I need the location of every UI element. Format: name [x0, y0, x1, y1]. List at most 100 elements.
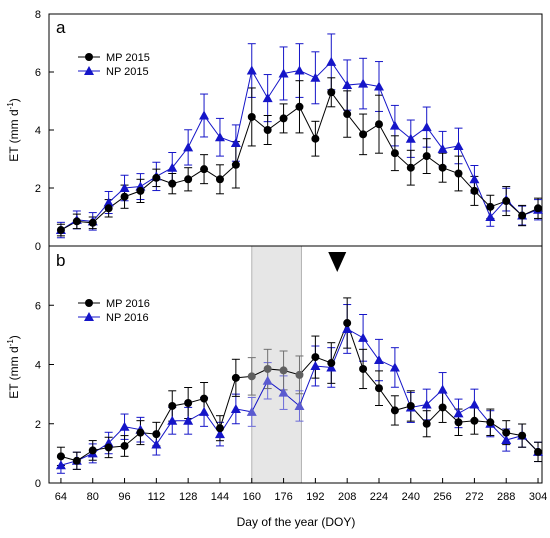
y-tick-label: 6: [35, 300, 41, 312]
data-point-mp-2016: [136, 428, 145, 437]
data-point-mp-2016: [454, 418, 463, 427]
data-point-np-2016: [437, 384, 448, 394]
data-point-mp-2015: [168, 179, 177, 188]
panel-b: b 0 2 4 6 64 80 96 112 128 144 160 176 192 208 224 240…: [6, 245, 547, 529]
data-point-mp-2016: [486, 418, 495, 427]
y-tick-label: 6: [35, 67, 41, 79]
data-point-mp-2015: [374, 120, 383, 129]
data-point-np-2016: [389, 362, 400, 372]
data-point-mp-2016: [279, 366, 288, 375]
data-point-mp-2015: [72, 217, 81, 226]
data-point-np-2016: [151, 439, 162, 449]
data-point-mp-2016: [56, 452, 65, 461]
data-point-np-2016: [55, 460, 66, 470]
data-point-mp-2016: [406, 401, 415, 410]
y-tick-label: 4: [35, 360, 41, 372]
panel-b-letter: b: [56, 251, 65, 270]
x-tick-label: 224: [370, 491, 388, 503]
x-axis-label: Day of the year (DOY): [237, 515, 356, 529]
data-point-np-2015: [214, 132, 225, 142]
data-point-mp-2016: [518, 431, 527, 440]
data-point-mp-2015: [279, 114, 288, 123]
x-tick-label: 64: [55, 491, 67, 503]
data-point-np-2015: [469, 174, 480, 184]
data-point-mp-2015: [263, 126, 272, 134]
data-point-mp-2016: [247, 372, 256, 381]
data-point-mp-2015: [470, 186, 479, 195]
data-point-mp-2015: [454, 169, 463, 178]
legend-label-mp-2016: MP 2016: [106, 298, 150, 310]
data-point-mp-2016: [168, 401, 177, 410]
data-point-mp-2015: [406, 163, 415, 172]
data-point-mp-2016: [231, 373, 240, 382]
x-tick-label: 256: [433, 491, 451, 503]
data-point-mp-2015: [311, 134, 320, 143]
data-point-np-2015: [310, 72, 321, 82]
data-point-np-2015: [453, 140, 464, 150]
data-point-mp-2016: [152, 430, 161, 439]
data-point-np-2016: [453, 408, 464, 418]
data-point-np-2016: [183, 415, 194, 425]
data-point-mp-2015: [104, 204, 113, 213]
x-tick-label: 80: [87, 491, 99, 503]
x-tick-label: 96: [118, 491, 130, 503]
x-tick-label: 112: [148, 491, 166, 503]
data-point-mp-2015: [215, 175, 224, 184]
data-point-mp-2016: [311, 353, 320, 362]
data-point-np-2015: [230, 138, 241, 148]
y-tick-label: 0: [35, 478, 41, 490]
data-point-mp-2016: [88, 446, 97, 455]
x-tick-label: 192: [306, 491, 324, 503]
data-point-np-2015: [326, 56, 337, 66]
data-point-mp-2016: [215, 424, 224, 433]
data-point-mp-2016: [359, 364, 368, 373]
data-point-np-2016: [310, 360, 321, 370]
data-point-mp-2016: [390, 406, 399, 415]
x-tick-label: 176: [274, 491, 292, 503]
data-point-mp-2015: [231, 160, 240, 169]
x-tick-label: 272: [465, 491, 483, 503]
data-point-mp-2016: [374, 384, 383, 393]
data-point-np-2015: [421, 122, 432, 132]
x-tick-label: 304: [529, 491, 547, 503]
y-tick-label: 4: [35, 125, 41, 137]
data-point-np-2016: [373, 355, 384, 365]
data-point-np-2016: [342, 323, 353, 333]
data-point-mp-2015: [295, 102, 304, 111]
panel-b-legend: MP 2016 NP 2016: [78, 298, 150, 324]
data-point-mp-2015: [422, 152, 431, 161]
data-point-mp-2015: [136, 186, 145, 195]
data-point-mp-2015: [327, 88, 336, 97]
legend-marker-np-2016: [84, 312, 94, 321]
data-point-np-2015: [342, 80, 353, 90]
data-point-np-2016: [199, 406, 210, 416]
data-point-mp-2015: [56, 226, 65, 235]
data-point-mp-2016: [470, 416, 479, 425]
x-tick-label: 128: [179, 491, 197, 503]
x-tick-label: 208: [338, 491, 356, 503]
data-point-np-2016: [278, 387, 289, 397]
data-point-mp-2016: [184, 399, 193, 408]
data-point-np-2015: [485, 212, 496, 221]
data-point-mp-2016: [263, 364, 272, 373]
data-point-mp-2015: [247, 112, 256, 121]
data-point-np-2015: [103, 197, 114, 207]
data-point-mp-2015: [359, 130, 368, 139]
x-tick-label: 160: [243, 491, 261, 503]
data-point-mp-2016: [120, 441, 129, 450]
data-point-np-2015: [167, 162, 178, 172]
data-point-mp-2016: [343, 319, 352, 328]
data-point-mp-2016: [104, 443, 113, 452]
data-point-mp-2015: [343, 110, 352, 119]
x-tick-label: 240: [402, 491, 420, 503]
legend-marker-np-2015: [84, 66, 94, 75]
data-point-mp-2015: [502, 197, 511, 206]
data-point-np-2015: [246, 65, 257, 75]
data-point-mp-2015: [184, 175, 193, 184]
data-point-np-2016: [230, 403, 241, 413]
panel-a-frame: [48, 13, 543, 247]
data-point-np-2015: [262, 93, 273, 103]
panel-a-y-axis-label: ET (mm d-1): [6, 98, 21, 162]
data-point-np-2016: [501, 435, 512, 445]
data-point-np-2015: [405, 133, 416, 143]
